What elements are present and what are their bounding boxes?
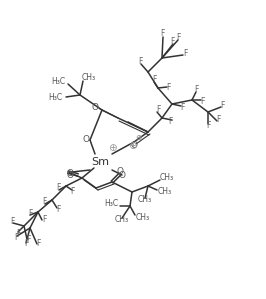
Text: F: F — [14, 234, 18, 242]
Text: CH₃: CH₃ — [160, 173, 174, 182]
Text: F: F — [138, 57, 142, 66]
Text: H₃C: H₃C — [48, 92, 62, 101]
Text: F: F — [168, 118, 172, 126]
Text: F: F — [183, 50, 187, 59]
Text: O: O — [118, 170, 126, 179]
Text: F: F — [10, 217, 14, 227]
Text: ⊕: ⊕ — [108, 143, 117, 153]
Text: ⊕: ⊕ — [135, 133, 141, 143]
Text: F: F — [42, 198, 46, 207]
Text: CH₃: CH₃ — [82, 74, 96, 83]
Text: CH₃: CH₃ — [115, 216, 129, 225]
Text: F: F — [152, 76, 156, 85]
Text: F: F — [170, 37, 174, 47]
Text: F: F — [36, 239, 40, 248]
Text: F: F — [156, 106, 160, 115]
Text: F: F — [26, 236, 30, 245]
Text: CH₃: CH₃ — [138, 196, 152, 205]
Text: F: F — [70, 187, 74, 196]
Text: F: F — [176, 33, 180, 42]
Text: O: O — [131, 141, 138, 150]
Text: F: F — [160, 30, 164, 39]
Text: CH₃: CH₃ — [136, 213, 150, 222]
Text: Sm: Sm — [91, 157, 109, 167]
Text: F: F — [194, 86, 198, 94]
Text: F: F — [28, 210, 32, 219]
Text: F: F — [16, 230, 20, 239]
Text: H₃C: H₃C — [51, 77, 65, 86]
Text: CH₃: CH₃ — [158, 187, 172, 196]
Text: H₃C: H₃C — [104, 199, 118, 208]
Text: F: F — [166, 83, 170, 92]
Text: F: F — [206, 121, 210, 130]
Text: F: F — [56, 184, 60, 193]
Text: F: F — [200, 97, 204, 106]
Text: F: F — [220, 101, 224, 111]
Text: F: F — [42, 216, 46, 225]
Text: O: O — [66, 170, 73, 179]
Text: O: O — [82, 135, 89, 144]
Text: F: F — [24, 239, 28, 248]
Text: O: O — [117, 167, 123, 176]
Text: F: F — [180, 103, 184, 112]
Text: O: O — [66, 170, 73, 179]
Text: O: O — [92, 103, 98, 112]
Text: ⊕: ⊕ — [128, 141, 136, 151]
Text: F: F — [56, 205, 60, 214]
Text: F: F — [216, 115, 220, 124]
